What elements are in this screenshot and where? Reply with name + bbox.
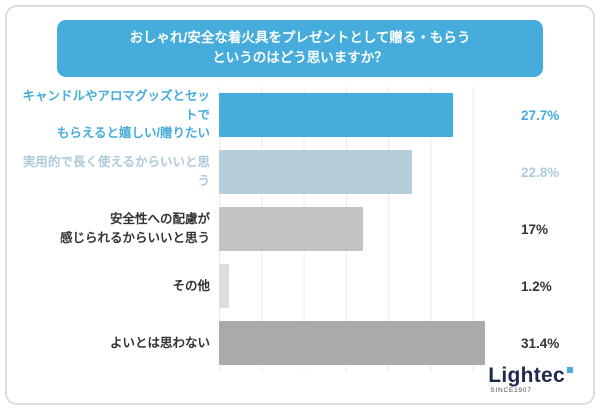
bar xyxy=(219,321,485,365)
bar-row xyxy=(219,144,515,201)
category-label: キャンドルやアロマグッズとセットで もらえると嬉しい/贈りたい xyxy=(22,88,210,141)
category-label: 実用的で長く使えるからいいと思う xyxy=(22,155,210,188)
value-labels: 27.7% 22.8% 17% 1.2% 31.4% xyxy=(515,87,577,372)
category-label: その他 xyxy=(172,278,210,293)
bar-row xyxy=(219,315,515,372)
chart-title-banner: おしゃれ/安全な着火具をプレゼントとして贈る・もらう というのはどう思いますか？ xyxy=(57,20,543,77)
bar-chart: キャンドルやアロマグッズとセットで もらえると嬉しい/贈りたい実用的で長く使えるか… xyxy=(15,86,577,372)
logo-square-icon xyxy=(567,366,573,373)
value-label: 1.2% xyxy=(521,278,552,294)
logo-subtext: SINCE1907 xyxy=(490,386,532,394)
category-label: よいとは思わない xyxy=(109,335,210,350)
bar xyxy=(219,207,363,251)
company-logo: Lightec SINCE1907 xyxy=(488,365,573,395)
bar xyxy=(219,150,412,194)
logo-text: Lightec xyxy=(488,363,565,387)
bar xyxy=(219,264,230,308)
value-label: 31.4% xyxy=(521,335,560,351)
category-label: 安全性への配慮が 感じられるからいいと思う xyxy=(59,212,210,245)
value-label: 27.7% xyxy=(521,107,560,123)
survey-card: おしゃれ/安全な着火具をプレゼントとして贈る・もらう というのはどう思いますか？… xyxy=(5,5,595,405)
bar xyxy=(219,93,454,137)
plot-area xyxy=(219,86,515,372)
bar-row xyxy=(219,87,515,144)
value-label: 17% xyxy=(521,221,549,237)
bar-row xyxy=(219,258,515,315)
chart-title-line2: というのはどう思いますか？ xyxy=(212,50,388,66)
category-labels: キャンドルやアロマグッズとセットで もらえると嬉しい/贈りたい実用的で長く使えるか… xyxy=(15,87,219,372)
bar-row xyxy=(219,201,515,258)
value-label: 22.8% xyxy=(521,164,560,180)
chart-title-line1: おしゃれ/安全な着火具をプレゼントとして贈る・もらう xyxy=(129,30,471,45)
